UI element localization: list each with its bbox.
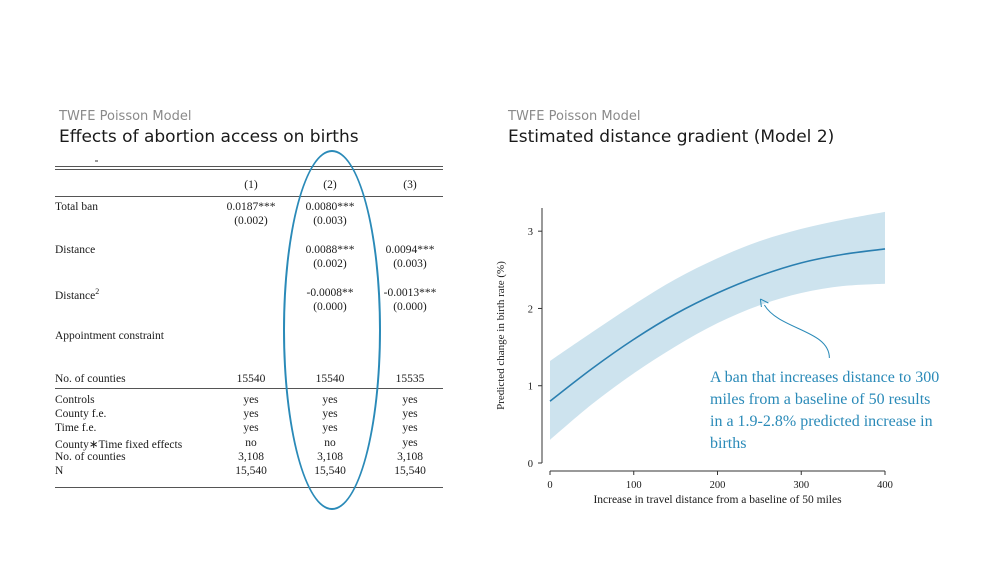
y-tick-label: 2	[528, 304, 533, 315]
x-tick-label: 200	[710, 480, 726, 491]
cell-county-fe-3: yes	[402, 408, 418, 420]
row-label-total-ban: Total ban	[55, 201, 98, 213]
x-tick-label: 0	[547, 480, 552, 491]
y-axis-label: Predicted change in birth rate (%)	[495, 261, 507, 410]
table-bottom-rule	[55, 487, 443, 488]
stray-mark	[95, 160, 98, 162]
row-label-time-fe: Time f.e.	[55, 422, 97, 434]
right-panel-subtitle: TWFE Poisson Model	[508, 109, 641, 124]
row-label-distance-squared: Distance2	[55, 287, 99, 302]
row-label-county-time-fe: County∗Time fixed effects	[55, 439, 183, 451]
distance-squared-exponent: 2	[95, 287, 100, 296]
cell-n-1: 15,540	[235, 465, 267, 477]
cell-county-time-fe-3: yes	[402, 437, 418, 449]
x-tick-label: 100	[626, 480, 642, 491]
annotation-line: births	[710, 435, 746, 452]
cell-time-fe-1: yes	[243, 422, 259, 434]
right-panel-title: Estimated distance gradient (Model 2)	[508, 127, 835, 147]
cell-distance-3-se: (0.003)	[393, 258, 427, 270]
x-tick-label: 300	[793, 480, 809, 491]
cell-county-time-fe-1: no	[245, 437, 257, 449]
x-tick-label: 400	[877, 480, 893, 491]
row-label-appointment: Appointment constraint	[55, 330, 164, 342]
row-label-counties-top: No. of counties	[55, 373, 126, 385]
row-label-counties-bottom: No. of counties	[55, 451, 126, 463]
y-tick-label: 3	[528, 227, 533, 238]
row-label-distance: Distance	[55, 244, 96, 256]
annotation-line: A ban that increases distance to 300	[710, 369, 939, 386]
col-header-1: (1)	[244, 179, 258, 191]
header-rule	[55, 196, 443, 197]
cell-county-fe-1: yes	[243, 408, 259, 420]
annotation: A ban that increases distance to 300 mile…	[710, 298, 939, 452]
cell-counties-bottom-1: 3,108	[238, 451, 264, 463]
y-tick-label: 1	[528, 382, 533, 393]
cell-distance2-3: -0.0013***	[383, 287, 437, 299]
cell-distance-3: 0.0094***	[385, 244, 435, 256]
stats-rule	[55, 388, 443, 389]
y-tick-label: 0	[528, 459, 533, 470]
annotation-arrow	[763, 304, 830, 359]
cell-n-3: 15,540	[394, 465, 426, 477]
left-panel-title: Effects of abortion access on births	[59, 127, 359, 147]
left-panel-subtitle: TWFE Poisson Model	[59, 109, 192, 124]
cell-total-ban-1-se: (0.002)	[234, 215, 268, 227]
col-header-3: (3)	[403, 179, 417, 191]
annotation-arrowhead	[759, 298, 769, 308]
row-label-n: N	[55, 465, 64, 477]
cell-distance2-3-se: (0.000)	[393, 301, 427, 313]
x-axis-label: Increase in travel distance from a basel…	[593, 494, 842, 506]
distance-gradient-chart: 0 1 2 3 0 100 200 300 400 Predicted change in bi…	[495, 208, 939, 506]
cell-counties-bottom-3: 3,108	[397, 451, 423, 463]
annotation-line: miles from a baseline of 50 results	[710, 391, 930, 408]
cell-controls-1: yes	[243, 394, 259, 406]
confidence-band	[550, 211, 885, 440]
table-top-rule	[55, 166, 443, 167]
highlight-oval	[283, 150, 381, 510]
cell-time-fe-3: yes	[402, 422, 418, 434]
cell-counties-top-3: 15535	[395, 373, 425, 385]
cell-total-ban-1: 0.0187***	[226, 201, 276, 213]
cell-controls-3: yes	[402, 394, 418, 406]
series-line	[549, 248, 886, 402]
row-label-controls: Controls	[55, 394, 95, 406]
annotation-line: in a 1.9-2.8% predicted increase in	[710, 413, 933, 430]
distance-squared-label-text: Distance	[55, 289, 96, 302]
table-top-rule-2	[55, 169, 443, 170]
row-label-county-fe: County f.e.	[55, 408, 107, 420]
cell-counties-top-1: 15540	[236, 373, 266, 385]
plot-area: 0 1 2 3 0 100 200 300 400	[528, 208, 893, 491]
